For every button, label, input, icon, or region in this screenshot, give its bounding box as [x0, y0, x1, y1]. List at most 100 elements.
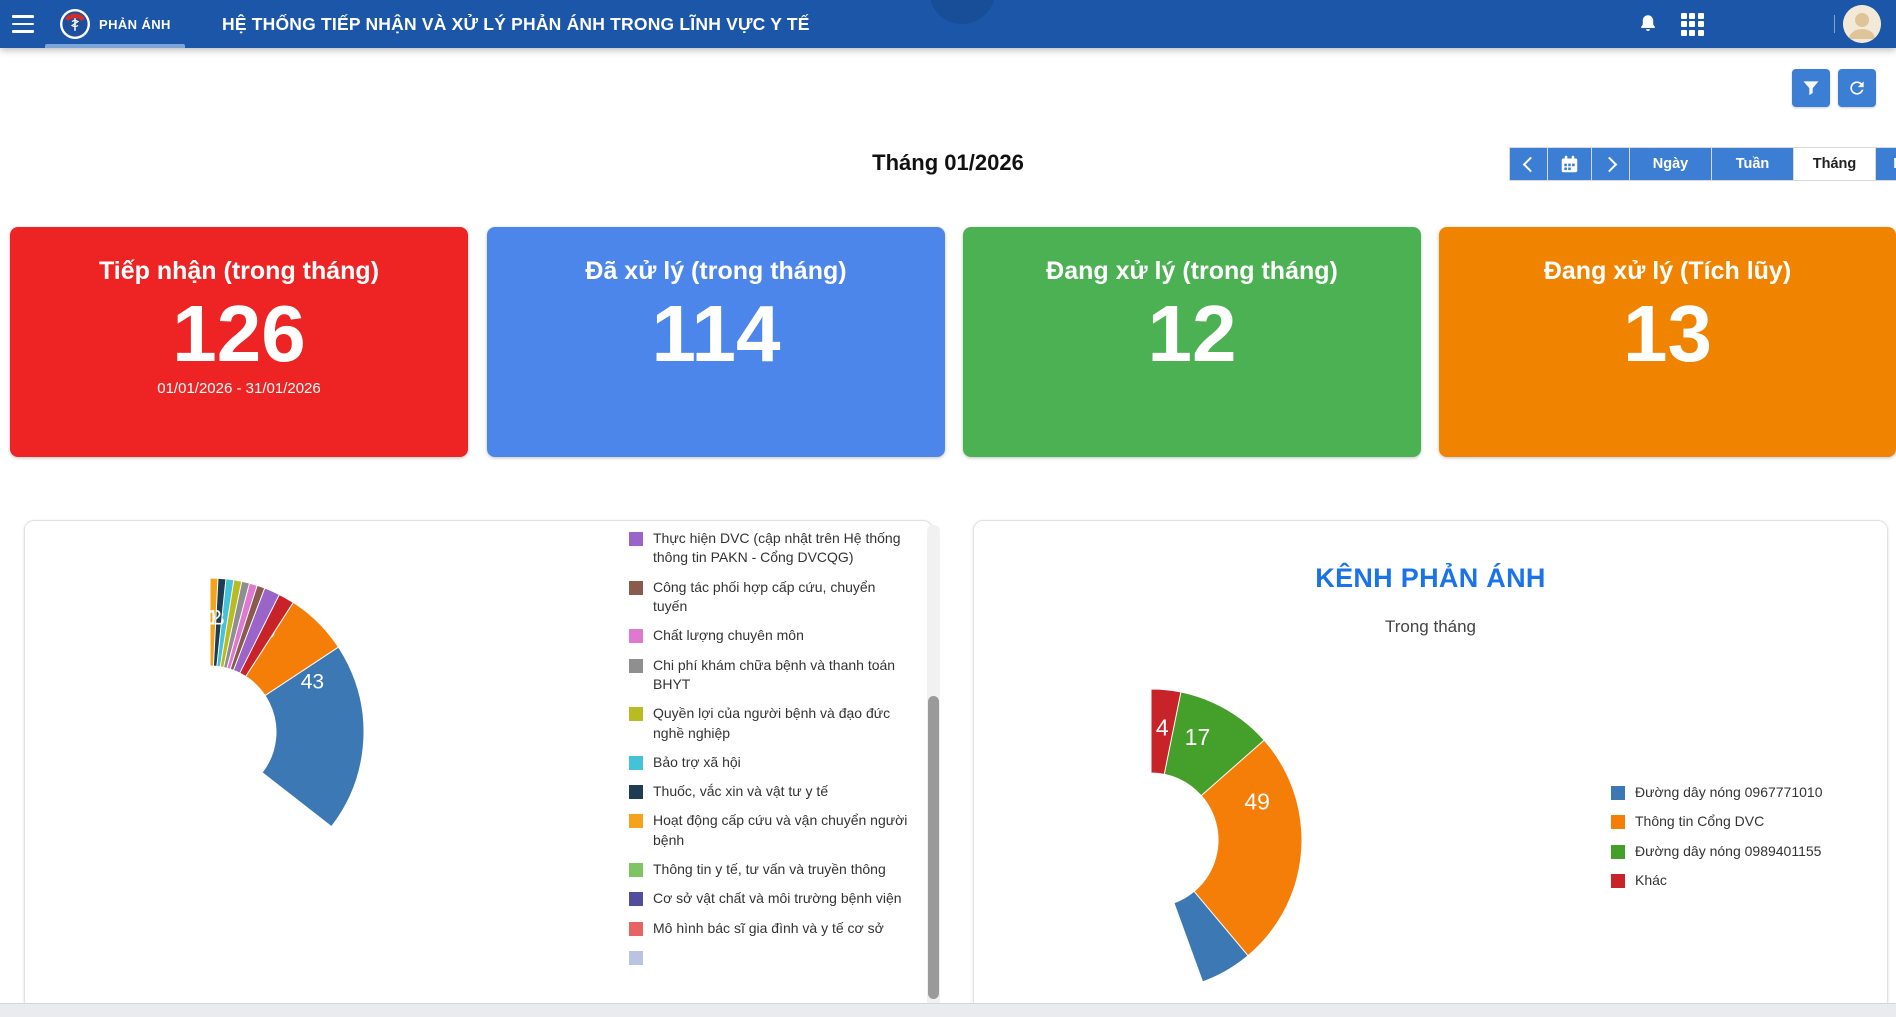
donut-slice[interactable] [1150, 688, 1265, 797]
channel-donut-chart: 5649174 [1150, 688, 1303, 983]
legend-label: Quyền lợi của người bệnh và đạo đức nghề… [653, 705, 891, 741]
range-button-year[interactable]: Năm [1875, 147, 1896, 181]
legend-item[interactable] [629, 948, 929, 965]
donut-slice-label: 43 [301, 670, 324, 693]
legend-color-swatch [1611, 786, 1625, 800]
donut-slice-label: 4 [1156, 715, 1169, 741]
funnel-icon [1801, 78, 1821, 98]
horizontal-scrollbar[interactable] [0, 1003, 1896, 1017]
legend-color-swatch [1611, 844, 1625, 859]
bell-icon[interactable] [1626, 0, 1670, 48]
legend-label [653, 948, 911, 965]
top-navbar: PHẢN ÁNH HỆ THỐNG TIẾP NHẬN VÀ XỬ LÝ PHẢ… [0, 0, 1896, 48]
legend-label: Thông tin y tế, tư vấn và truyền thông [653, 861, 886, 878]
stat-card-daterange: 01/01/2026 - 31/01/2026 [157, 380, 321, 397]
channel-legend: Đường dây nóng 0967771010 Thông tin Cổng … [1611, 783, 1881, 900]
legend-color-swatch [629, 892, 643, 907]
category-donut-chart: 43191111976543210 [204, 577, 365, 828]
user-avatar[interactable] [1843, 5, 1881, 43]
legend-item[interactable]: Thông tin y tế, tư vấn và truyền thông [629, 860, 929, 879]
stat-card-title: Đã xử lý (trong tháng) [585, 257, 847, 285]
brand[interactable]: PHẢN ÁNH [46, 0, 181, 48]
legend-label: Thuốc, vắc xin và vật tư y tế [653, 783, 829, 800]
legend-label: Đường dây nóng 0967771010 [1635, 784, 1823, 800]
legend-item[interactable]: Chất lượng chuyên môn [629, 626, 929, 645]
stat-card-value: 13 [1623, 289, 1712, 378]
stat-card-value: 126 [172, 289, 306, 378]
legend-label: Thông tin Cổng DVC [1635, 813, 1765, 830]
chevron-left-icon[interactable] [1509, 147, 1549, 181]
legend-label: Khác [1635, 871, 1667, 888]
stat-card-processed[interactable]: Đã xử lý (trong tháng) 114 [487, 227, 945, 457]
legend-color-swatch [629, 532, 643, 546]
legend-scrollbar-thumb[interactable] [928, 696, 939, 999]
legend-item[interactable]: Công tác phối hợp cấp cứu, chuyển tuyến [629, 578, 929, 617]
legend-item[interactable]: Đường dây nóng 0967771010 [1611, 783, 1881, 802]
legend-item[interactable]: Thuốc, vắc xin và vật tư y tế [629, 782, 929, 801]
stat-card-title: Đang xử lý (trong tháng) [1046, 257, 1338, 285]
donut-slice[interactable] [1150, 688, 1182, 775]
legend-label: Cơ sở vật chất và môi trường bệnh viện [653, 890, 902, 907]
stat-card-processing[interactable]: Đang xử lý (trong tháng) 12 [963, 227, 1421, 457]
menu-icon[interactable] [0, 0, 46, 48]
refresh-icon [1847, 78, 1867, 98]
active-tab-indicator [45, 44, 185, 48]
navbar-decor-circle [929, 0, 995, 24]
range-button-month[interactable]: Tháng [1793, 147, 1877, 181]
filter-button[interactable] [1792, 69, 1830, 107]
legend-color-swatch [629, 658, 643, 673]
donut-slice-label: 0 [204, 607, 216, 630]
period-nav-group: Ngày Tuần Tháng Năm [1509, 147, 1896, 181]
legend-scrollbar[interactable] [927, 525, 940, 1014]
legend-item[interactable]: Đường dây nóng 0989401155 [1611, 842, 1881, 861]
legend-label: Hoạt động cấp cứu và vận chuyển người bệ… [653, 812, 908, 848]
range-button-week[interactable]: Tuần [1711, 147, 1795, 181]
legend-label: Chất lượng chuyên môn [653, 627, 804, 644]
stat-card-value: 114 [651, 289, 781, 378]
channel-chart-subtitle: Trong tháng [1384, 617, 1477, 636]
channel-donut-card: KÊNH PHẢN ÁNH Trong tháng 5649174 Đường … [973, 520, 1888, 1017]
category-legend: Thực hiện DVC (cập nhật trên Hệ thống th… [629, 529, 929, 1011]
legend-label: Thực hiện DVC (cập nhật trên Hệ thống th… [653, 530, 901, 566]
legend-color-swatch [629, 814, 643, 829]
navbar-divider [1834, 15, 1835, 33]
legend-color-swatch [1611, 873, 1625, 888]
legend-color-swatch [629, 921, 643, 936]
legend-item[interactable]: Thực hiện DVC (cập nhật trên Hệ thống th… [629, 529, 929, 568]
legend-color-swatch [629, 863, 643, 878]
chevron-right-icon[interactable] [1591, 147, 1631, 181]
legend-item[interactable]: Thông tin Cổng DVC [1611, 812, 1881, 831]
legend-color-swatch [629, 629, 643, 644]
stat-card-received[interactable]: Tiếp nhận (trong tháng) 126 01/01/2026 -… [10, 227, 468, 457]
legend-item[interactable]: Chi phí khám chữa bệnh và thanh toán BHY… [629, 656, 929, 695]
refresh-button[interactable] [1838, 69, 1876, 107]
legend-label: Chi phí khám chữa bệnh và thanh toán BHY… [653, 656, 896, 692]
donut-slice-label: 17 [1185, 724, 1211, 750]
brand-label: PHẢN ÁNH [99, 16, 171, 32]
ministry-health-logo-icon [60, 9, 90, 39]
stat-card-title: Đang xử lý (Tích lũy) [1543, 257, 1792, 285]
apps-grid-icon[interactable] [1670, 0, 1714, 48]
legend-color-swatch [629, 951, 643, 965]
legend-color-swatch [629, 580, 643, 595]
app-title: HỆ THỐNG TIẾP NHẬN VÀ XỬ LÝ PHẢN ÁNH TRO… [222, 13, 810, 34]
legend-label: Mô hình bác sĩ gia đình và y tế cơ sở [653, 919, 884, 936]
legend-item[interactable]: Quyền lợi của người bệnh và đạo đức nghề… [629, 704, 929, 743]
legend-color-swatch [629, 707, 643, 722]
legend-item[interactable]: Mô hình bác sĩ gia đình và y tế cơ sở [629, 919, 929, 938]
legend-color-swatch [629, 785, 643, 800]
stat-card-processing-cumulative[interactable]: Đang xử lý (Tích lũy) 13 [1439, 227, 1896, 457]
period-label: Tháng 01/2026 [872, 150, 1024, 175]
donut-slice[interactable] [209, 577, 219, 667]
legend-item[interactable]: Khác [1611, 871, 1881, 890]
range-button-day[interactable]: Ngày [1629, 147, 1713, 181]
legend-item[interactable]: Bảo trợ xã hội [629, 753, 929, 772]
donut-slice-label: 49 [1244, 788, 1270, 814]
legend-item[interactable]: Cơ sở vật chất và môi trường bệnh viện [629, 889, 929, 908]
legend-label: Đường dây nóng 0989401155 [1635, 842, 1822, 859]
channel-chart-title: KÊNH PHẢN ÁNH [1315, 563, 1546, 593]
legend-item[interactable]: Hoạt động cấp cứu và vận chuyển người bệ… [629, 811, 929, 850]
calendar-icon[interactable] [1547, 147, 1593, 181]
legend-label: Bảo trợ xã hội [653, 753, 741, 770]
